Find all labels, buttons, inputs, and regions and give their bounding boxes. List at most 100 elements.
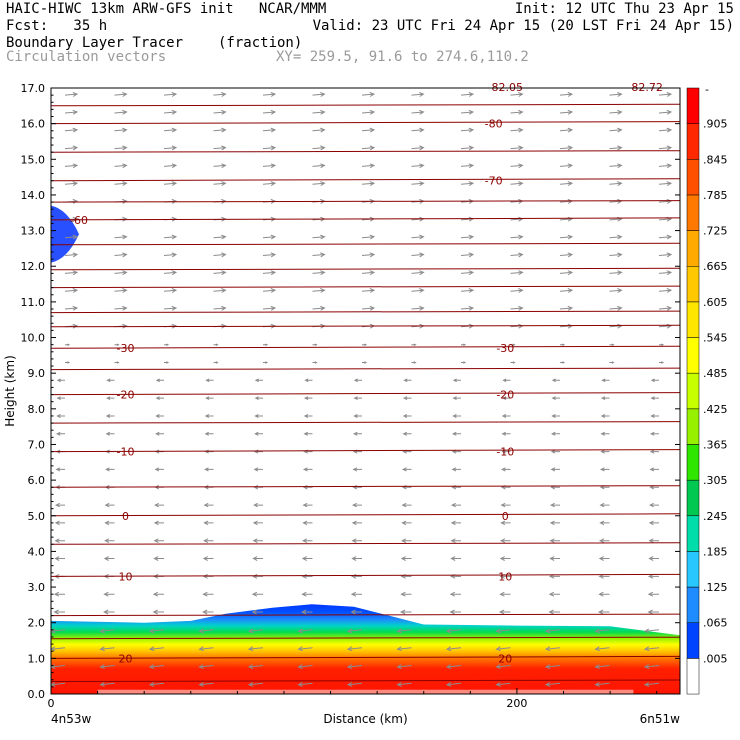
vector-arrow xyxy=(401,502,412,508)
vector-arrow xyxy=(500,520,511,526)
forecast-hour: Fcst: 35 h xyxy=(6,18,108,34)
vector-arrow xyxy=(263,343,269,346)
vector-arrow xyxy=(449,591,461,597)
vector-arrow xyxy=(114,163,128,169)
vector-arrow xyxy=(301,538,313,544)
vector-arrow xyxy=(658,305,673,311)
vector-arrow xyxy=(301,591,313,597)
vector-arrow xyxy=(64,163,79,169)
vector-arrow xyxy=(362,343,368,346)
vector-arrow xyxy=(247,681,264,687)
y-tick-label: 3.0 xyxy=(28,581,46,594)
vector-arrow xyxy=(262,92,277,97)
vector-arrow xyxy=(204,431,214,436)
vector-arrow xyxy=(499,591,511,597)
vector-arrow xyxy=(312,343,318,346)
isotherm-label: -80 xyxy=(485,118,503,131)
vector-arrow xyxy=(262,145,277,151)
vector-arrow xyxy=(609,234,623,240)
vector-arrow xyxy=(510,109,524,115)
vector-arrow xyxy=(254,396,263,401)
isotherm-line xyxy=(51,324,680,328)
isotherm-line xyxy=(51,542,680,545)
isotherm-line xyxy=(51,679,680,682)
vector-arrow xyxy=(213,145,227,151)
vector-arrow xyxy=(510,252,524,258)
vector-arrow xyxy=(64,270,79,276)
isotherm-line xyxy=(51,121,680,125)
vector-arrow xyxy=(64,252,79,258)
vector-arrow xyxy=(163,92,178,97)
vector-arrow xyxy=(600,396,610,401)
vector-arrow xyxy=(460,181,475,187)
vector-arrow xyxy=(262,109,277,115)
vector-arrow xyxy=(351,556,362,561)
vector-arrow xyxy=(361,181,376,187)
isotherm-line xyxy=(51,655,680,659)
vector-arrow xyxy=(312,270,326,276)
vector-arrow xyxy=(399,609,412,615)
colorbar-label: .665 xyxy=(703,260,728,273)
vector-arrow xyxy=(658,288,673,293)
vector-arrow xyxy=(411,270,425,276)
vector-arrow xyxy=(510,181,524,187)
y-tick-label: 8.0 xyxy=(28,403,46,416)
vector-arrow xyxy=(551,378,560,383)
vector-arrow xyxy=(205,396,214,401)
isotherm-line xyxy=(51,613,680,617)
vector-arrow xyxy=(303,431,313,436)
y-tick-label: 9.0 xyxy=(28,367,46,380)
vector-arrow xyxy=(213,92,227,97)
field-name: Boundary Layer Tracer xyxy=(6,35,184,51)
vector-arrow xyxy=(452,378,461,383)
vector-arrow xyxy=(600,413,610,418)
vector-arrow xyxy=(461,343,467,346)
vector-arrow xyxy=(445,628,462,634)
isotherm-line xyxy=(51,636,680,640)
vector-arrow xyxy=(302,467,313,472)
colorbar-swatch xyxy=(686,372,700,410)
isotherm-label: -30 xyxy=(496,342,514,355)
vector-arrow xyxy=(559,234,574,240)
vector-arrow xyxy=(104,502,115,508)
vector-arrow xyxy=(252,573,263,579)
y-tick-label: 6.0 xyxy=(28,474,46,487)
vector-arrow xyxy=(411,343,417,346)
vector-arrow xyxy=(460,145,475,151)
vector-arrow xyxy=(352,467,362,472)
surface-low-tracer-band xyxy=(97,689,634,694)
vector-arrow xyxy=(609,270,623,276)
vector-arrow xyxy=(163,181,178,187)
vector-arrow xyxy=(411,127,425,133)
vector-arrow xyxy=(55,467,65,472)
colorbar-swatch xyxy=(686,658,700,695)
vector-arrow xyxy=(297,628,313,634)
y-tick-label: 2.0 xyxy=(28,617,46,630)
vector-arrow xyxy=(198,646,214,652)
vector-arrow xyxy=(56,396,65,401)
vector-arrow xyxy=(411,234,425,240)
vector-arrow xyxy=(251,591,263,597)
vector-arrow xyxy=(361,234,376,240)
vector-arrow xyxy=(312,252,326,258)
vector-arrow xyxy=(609,145,623,151)
vector-arrow xyxy=(460,288,475,293)
vector-arrow xyxy=(51,681,66,687)
vector-arrow xyxy=(559,163,574,169)
vector-arrow xyxy=(114,234,128,240)
vector-arrow xyxy=(56,378,65,383)
isotherm-line xyxy=(51,242,680,246)
vector-arrow xyxy=(99,646,115,652)
vector-arrow xyxy=(202,591,214,597)
vector-arrow xyxy=(152,609,164,615)
vector-arrow xyxy=(609,163,623,169)
isotherm-label: 10 xyxy=(498,570,512,583)
isotherm-label: -10 xyxy=(496,446,514,459)
isotherm-label: -20 xyxy=(117,389,135,402)
vector-arrow xyxy=(510,343,516,346)
colorbar-swatch xyxy=(686,551,700,588)
vector-arrow xyxy=(510,234,524,240)
vector-arrow xyxy=(312,288,326,293)
vector-arrow xyxy=(659,343,665,346)
y-tick-label: 15.0 xyxy=(21,153,46,166)
